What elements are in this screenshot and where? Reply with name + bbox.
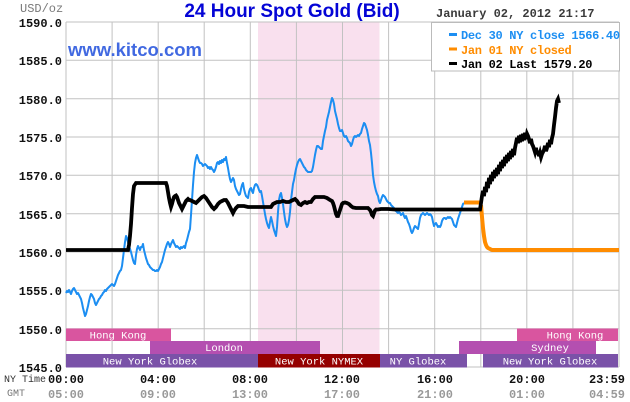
- svg-text:Hong Kong: Hong Kong: [547, 330, 604, 342]
- svg-text:Sydney: Sydney: [531, 343, 569, 355]
- svg-text:New York NYMEX: New York NYMEX: [275, 356, 364, 368]
- svg-text:New York Globex: New York Globex: [503, 356, 598, 368]
- svg-text:NY Globex: NY Globex: [390, 356, 447, 368]
- svg-text:New York Globex: New York Globex: [103, 356, 198, 368]
- svg-text:Hong Kong: Hong Kong: [90, 330, 147, 342]
- svg-text:London: London: [205, 343, 243, 355]
